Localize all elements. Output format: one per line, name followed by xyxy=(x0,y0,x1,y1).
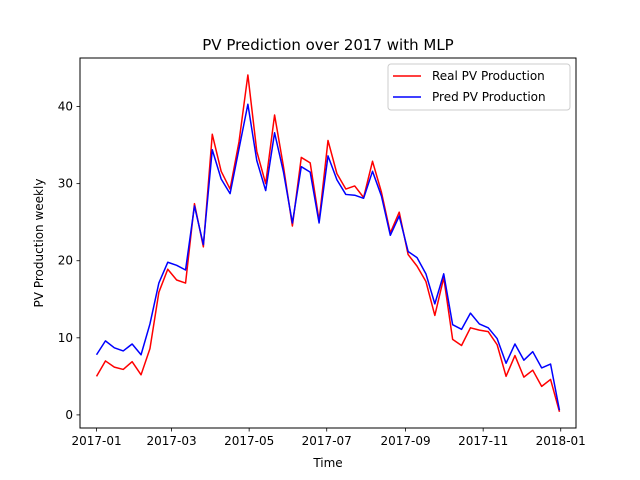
legend-label: Real PV Production xyxy=(432,69,545,83)
x-tick-label: 2018-01 xyxy=(536,434,586,448)
legend-label: Pred PV Production xyxy=(432,90,546,104)
x-tick-label: 2017-11 xyxy=(458,434,508,448)
y-axis: 0 10 20 30 40 xyxy=(58,100,80,422)
x-tick-label: 2017-09 xyxy=(381,434,431,448)
y-tick-label: 0 xyxy=(65,408,73,422)
y-tick-label: 10 xyxy=(58,331,73,345)
y-tick-label: 20 xyxy=(58,254,73,268)
plot-frame xyxy=(79,57,577,429)
x-tick-label: 2017-03 xyxy=(146,434,196,448)
x-tick-label: 2017-05 xyxy=(224,434,274,448)
legend-box xyxy=(387,63,571,111)
y-tick-label: 40 xyxy=(58,100,73,114)
y-tick-label: 30 xyxy=(58,177,73,191)
y-axis-label: PV Production weekly xyxy=(32,179,46,308)
series-line-pred xyxy=(95,103,561,411)
plot-lines xyxy=(95,74,561,413)
x-axis-label: Time xyxy=(312,456,342,470)
chart-title: PV Prediction over 2017 with MLP xyxy=(202,36,453,54)
x-tick-label: 2017-07 xyxy=(302,434,352,448)
x-tick-label: 2017-01 xyxy=(71,434,121,448)
legend: Real PV Production Pred PV Production xyxy=(387,63,571,111)
x-axis: 2017-01 2017-03 2017-05 2017-07 2017-09 2017-… xyxy=(71,428,586,448)
series-line-real xyxy=(95,74,561,413)
